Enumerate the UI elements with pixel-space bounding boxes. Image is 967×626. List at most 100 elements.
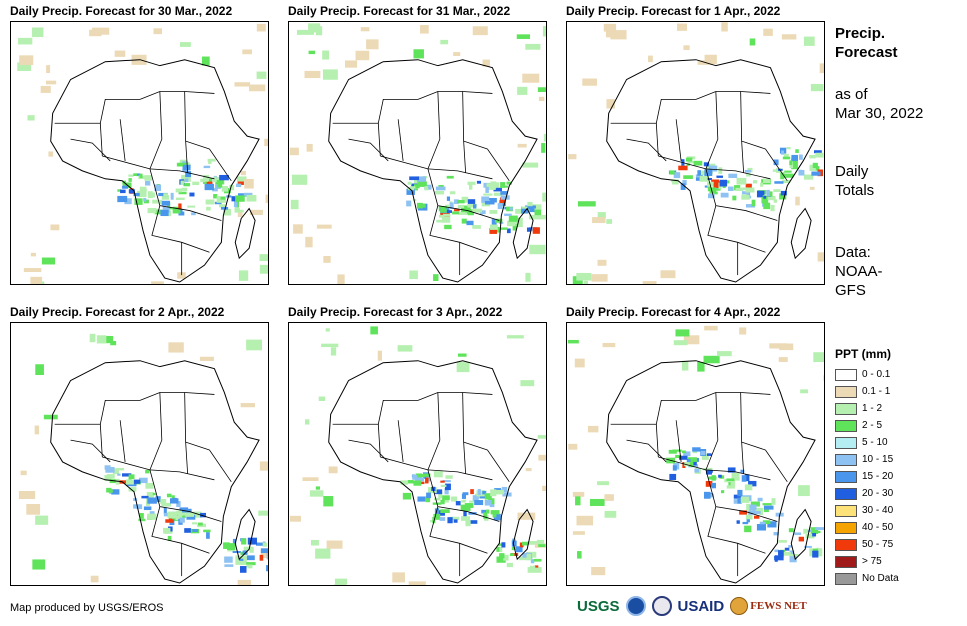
precip-cell	[803, 528, 808, 534]
precip-cell	[179, 42, 191, 47]
precip-cell	[683, 451, 691, 457]
precip-cell	[721, 22, 728, 32]
precip-cell	[740, 496, 750, 503]
precip-cell	[700, 450, 706, 456]
country-border	[119, 420, 126, 462]
heading-line1: Precip.	[835, 25, 886, 42]
precip-cell	[172, 206, 181, 214]
madagascar-outline	[790, 207, 812, 260]
continent-outline	[50, 360, 260, 584]
precip-cell	[811, 171, 821, 176]
precip-cell	[517, 512, 536, 520]
precip-cell	[788, 528, 794, 533]
precip-cell	[673, 340, 688, 346]
precip-cell	[756, 190, 765, 198]
country-border	[705, 392, 719, 471]
precip-cell	[425, 496, 431, 503]
precip-cell	[685, 157, 693, 162]
precip-cell	[262, 542, 268, 547]
precip-cell	[160, 209, 169, 216]
precip-cell	[716, 175, 723, 178]
map-panel-3: Daily Precip. Forecast for 1 Apr., 2022	[566, 4, 825, 286]
precip-cell	[175, 515, 183, 521]
madagascar-outline	[512, 508, 534, 561]
precip-cell	[43, 414, 58, 420]
country-border	[655, 123, 659, 157]
precip-cell	[206, 532, 210, 539]
precip-cell	[484, 200, 495, 205]
precip-cell	[567, 339, 579, 344]
precip-cell	[240, 170, 246, 176]
precip-cell	[795, 149, 799, 153]
precip-cell	[534, 209, 542, 216]
precip-cell	[597, 212, 606, 219]
precip-cell	[668, 449, 677, 454]
precip-cell	[781, 180, 791, 184]
precip-cell	[750, 501, 760, 507]
precip-cell	[597, 259, 607, 266]
precip-cell	[694, 468, 700, 473]
country-border	[348, 439, 389, 463]
daily-totals-note: Daily Totals	[835, 162, 874, 200]
precip-cell	[705, 480, 713, 487]
precip-cell	[325, 328, 330, 332]
precip-cell	[128, 174, 134, 177]
precip-cell	[249, 84, 266, 92]
country-border	[139, 392, 215, 401]
precip-cell	[812, 548, 818, 552]
precip-cell	[256, 23, 266, 32]
country-border	[740, 392, 766, 451]
precip-cell	[506, 335, 524, 339]
precip-cell	[259, 554, 264, 561]
precip-cell	[96, 335, 107, 344]
precip-cell	[778, 357, 788, 362]
precip-cell	[122, 473, 132, 477]
precip-cell	[490, 510, 500, 515]
precip-cell	[572, 531, 585, 535]
precip-cell	[237, 211, 243, 218]
precip-cell	[506, 562, 513, 568]
precip-cell	[213, 194, 218, 199]
precip-cell	[496, 546, 500, 552]
precip-cell	[467, 181, 476, 185]
precip-cell	[330, 347, 337, 356]
precip-cell	[525, 43, 541, 50]
precip-cell	[141, 495, 149, 499]
country-border	[695, 392, 771, 401]
precip-cell	[496, 556, 506, 563]
legend-swatch	[835, 436, 857, 449]
precip-cell	[408, 581, 426, 585]
precip-cell	[490, 489, 497, 497]
precip-cell	[450, 496, 458, 502]
precip-cell	[472, 225, 481, 229]
legend-label: 50 - 75	[862, 539, 894, 550]
precip-cell	[568, 154, 577, 160]
legend-swatch	[835, 555, 857, 568]
legend-label: 1 - 2	[862, 403, 883, 414]
precip-cell	[173, 497, 177, 500]
precip-cell	[449, 202, 454, 210]
precip-cell	[302, 477, 319, 481]
precip-cell	[192, 529, 198, 532]
precip-cell	[191, 212, 196, 216]
precip-cell	[472, 208, 482, 213]
precip-cell	[744, 169, 751, 173]
precip-cell	[756, 524, 767, 531]
precip-cell	[229, 184, 235, 191]
precip-cell	[452, 211, 460, 215]
precip-cell	[777, 168, 783, 171]
precip-cell	[726, 485, 735, 489]
precip-cell	[108, 489, 113, 493]
precip-cell	[41, 257, 56, 265]
country-border	[185, 442, 189, 474]
country-border	[149, 91, 163, 170]
precip-cell	[795, 196, 800, 206]
precip-cell	[203, 529, 211, 533]
precip-cell	[728, 173, 738, 179]
precip-cell	[35, 364, 44, 376]
precip-cell	[322, 69, 338, 80]
precip-cell	[499, 200, 506, 206]
precip-cell	[163, 193, 169, 197]
precip-cell	[703, 162, 710, 167]
precip-cell	[774, 555, 778, 562]
